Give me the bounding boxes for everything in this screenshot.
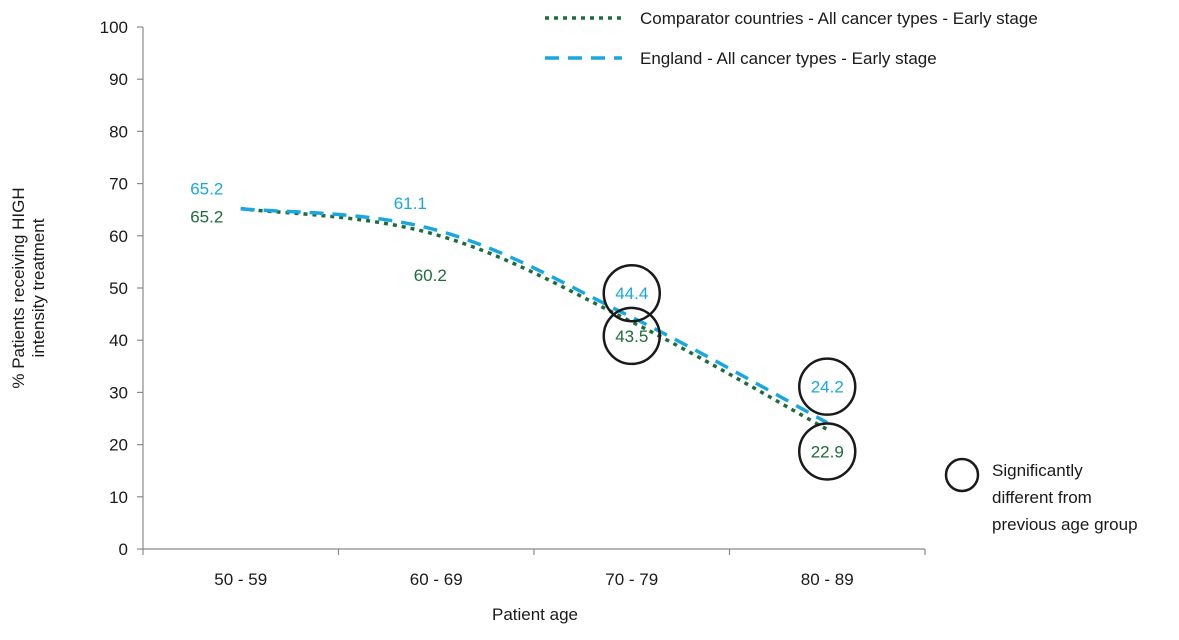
y-tick-label: 30 [109, 383, 128, 402]
series-line-england [240, 206, 829, 425]
y-tick-label: 80 [109, 122, 128, 141]
series-lines [240, 206, 829, 431]
annotation-circle-icon [944, 457, 980, 493]
significance-circle-icon [602, 306, 661, 366]
x-tick-label: 50 - 59 [214, 570, 267, 589]
axes: 0 10 20 30 40 50 60 70 80 90 100 50 - 59 60 - 69 70 -… [100, 18, 926, 589]
annotation-line-2: different from [992, 488, 1092, 507]
y-axis-title: % Patients receiving HIGH intensity trea… [9, 187, 48, 388]
annotation-legend: Significantly different from previous ag… [944, 457, 1138, 534]
data-label-england: 44.4 [615, 284, 648, 303]
x-tick-label: 60 - 69 [410, 570, 463, 589]
significance-circle-icon [602, 263, 661, 323]
x-tick-label: 70 - 79 [605, 570, 658, 589]
data-label-comparator: 60.2 [414, 266, 447, 285]
annotation-line-1: Significantly [992, 461, 1083, 480]
data-label-england: 61.1 [394, 194, 427, 213]
data-label-comparator: 65.2 [190, 208, 223, 227]
y-tick-label: 90 [109, 70, 128, 89]
legend-label-comparator: Comparator countries - All cancer types … [640, 9, 1038, 28]
legend-label-england: England - All cancer types - Early stage [640, 49, 937, 68]
x-tick-label: 80 - 89 [801, 570, 854, 589]
series-line-comparator [240, 206, 829, 431]
y-axis-title-line-1: % Patients receiving HIGH [9, 187, 28, 388]
y-tick-label: 10 [109, 488, 128, 507]
data-label-comparator: 43.5 [615, 327, 648, 346]
y-tick-label: 70 [109, 175, 128, 194]
data-labels: 65.2 60.2 43.5 22.9 65.2 61.1 44.4 24.2 [190, 180, 844, 462]
y-tick-label: 40 [109, 331, 128, 350]
x-axis-title: Patient age [492, 605, 578, 624]
annotation-line-3: previous age group [992, 515, 1138, 534]
y-tick-label: 0 [119, 540, 128, 559]
data-label-comparator: 22.9 [811, 442, 844, 461]
y-axis-title-line-2: intensity treatment [29, 218, 48, 357]
significance-circle-icon [798, 357, 857, 416]
significance-markers [602, 263, 857, 481]
y-tick-label: 50 [109, 279, 128, 298]
data-label-england: 65.2 [190, 180, 223, 199]
legend: Comparator countries - All cancer types … [545, 9, 1038, 68]
y-tick-label: 60 [109, 227, 128, 246]
significance-circle-icon [798, 422, 857, 481]
y-tick-label: 100 [100, 18, 128, 37]
y-tick-label: 20 [109, 436, 128, 455]
data-label-england: 24.2 [811, 378, 844, 397]
